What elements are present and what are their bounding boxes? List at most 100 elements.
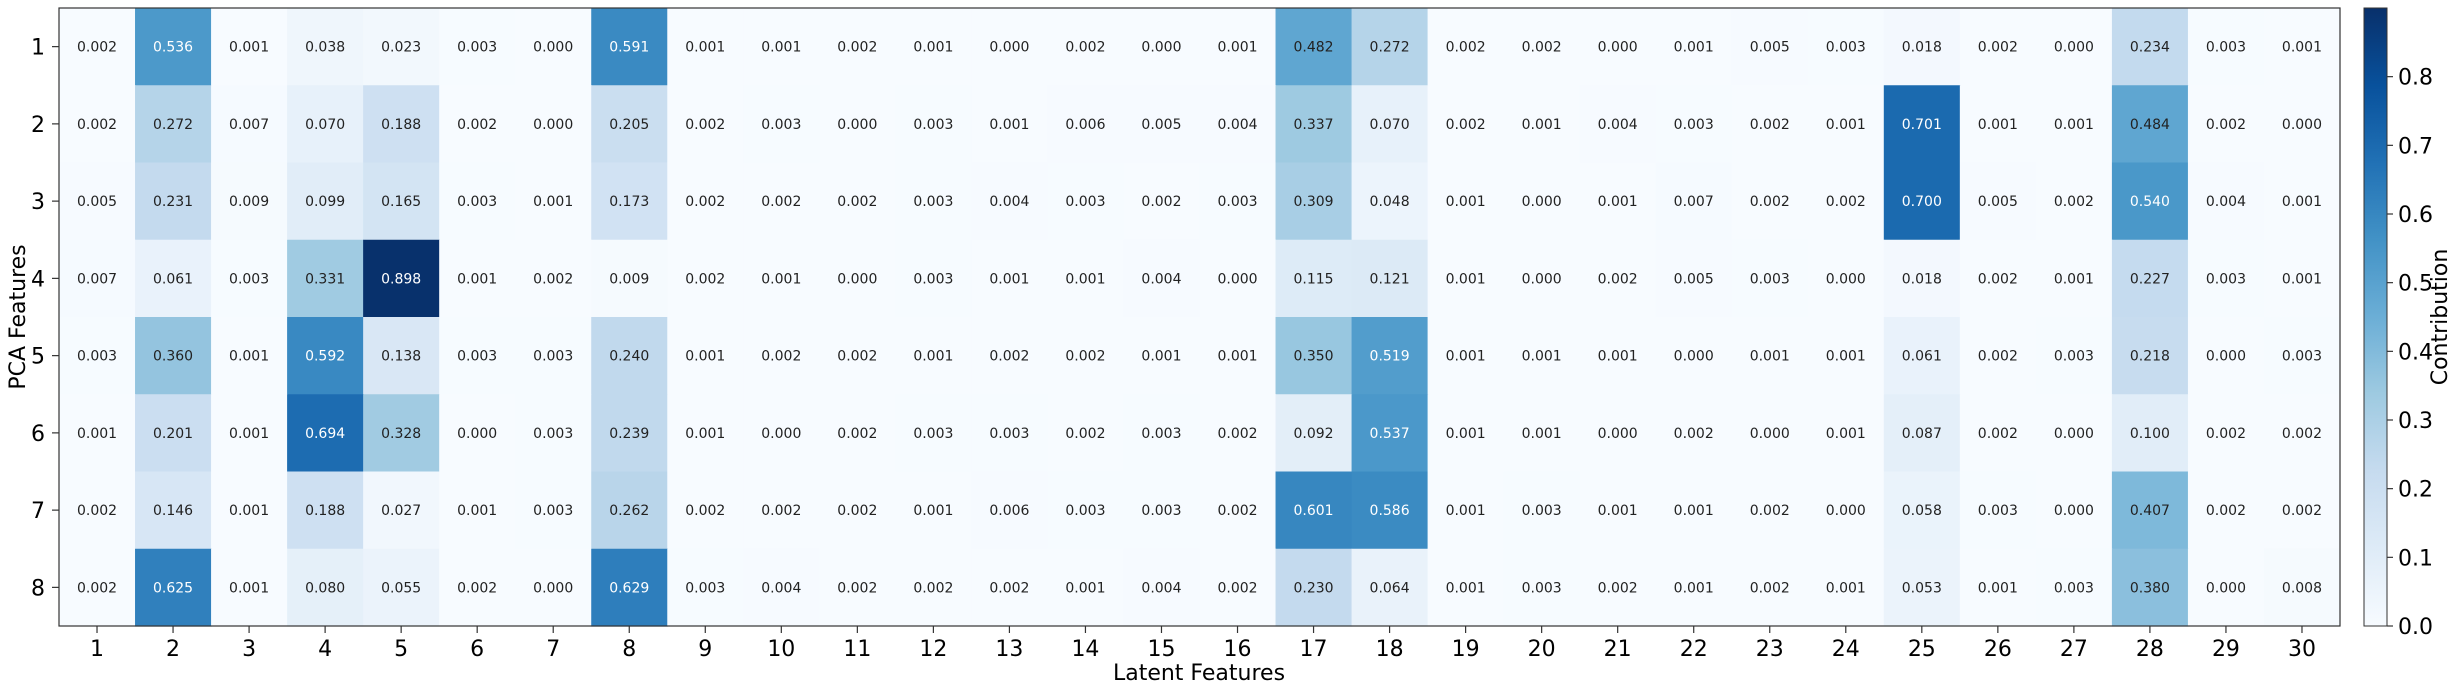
cell-value-label: 0.701: [1902, 117, 1942, 133]
heatmap-cell: [667, 317, 744, 395]
heatmap-cell: [1047, 8, 1125, 86]
cell-value-label: 0.061: [1902, 349, 1942, 365]
heatmap-cell: [1275, 162, 1353, 241]
x-tick-label: 15: [1147, 637, 1175, 662]
colorbar-label: Contribution: [2428, 249, 2453, 386]
heatmap-cell: [1579, 8, 1657, 86]
heatmap-cell: [1503, 471, 1581, 550]
cell-value-label: 0.003: [913, 194, 953, 210]
heatmap-cell: [1427, 239, 1505, 318]
heatmap-cell: [1047, 394, 1125, 473]
heatmap-cell: [1503, 394, 1581, 473]
heatmap-cell: [515, 394, 592, 473]
heatmap-cell: [2187, 471, 2265, 550]
cell-value-label: 0.000: [1598, 426, 1638, 442]
heatmap-cell: [971, 239, 1049, 318]
x-tick-label: 10: [767, 637, 795, 662]
heatmap-cell: [971, 394, 1049, 473]
heatmap-cell: [1427, 548, 1505, 627]
cell-value-label: 0.309: [1294, 194, 1334, 210]
cell-value-label: 0.407: [2130, 503, 2170, 519]
cell-value-label: 0.001: [1826, 580, 1866, 596]
cell-value-label: 0.002: [837, 194, 877, 210]
cell-value-label: 0.537: [1370, 426, 1410, 442]
cell-value-label: 0.002: [1217, 426, 1257, 442]
cell-value-label: 0.001: [533, 194, 573, 210]
heatmap-cell: [515, 85, 592, 164]
x-tick-label: 24: [1832, 637, 1860, 662]
cell-value-label: 0.007: [77, 271, 117, 287]
cell-value-label: 0.138: [381, 349, 421, 365]
x-tick-label: 20: [1528, 637, 1556, 662]
cell-value-label: 0.001: [1446, 349, 1486, 365]
heatmap-cell: [1275, 394, 1353, 473]
cell-value-label: 0.100: [2130, 426, 2170, 442]
cell-value-label: 0.001: [229, 580, 269, 596]
heatmap-cell: [2035, 85, 2113, 164]
heatmap-cell: [287, 162, 364, 241]
cell-value-label: 0.536: [153, 40, 193, 56]
cell-value-label: 0.625: [153, 580, 193, 596]
cell-value-label: 0.001: [1217, 40, 1257, 56]
heatmap-cell: [895, 471, 972, 550]
cell-value-label: 0.001: [1674, 580, 1714, 596]
heatmap-cell: [2111, 317, 2189, 395]
cell-value-label: 0.002: [1065, 349, 1105, 365]
cell-value-label: 0.002: [1065, 40, 1105, 56]
cell-value-label: 0.239: [609, 426, 649, 442]
cell-value-label: 0.227: [2130, 271, 2170, 287]
cell-value-label: 0.003: [533, 503, 573, 519]
heatmap-cell: [363, 317, 440, 395]
heatmap-cell: [287, 8, 364, 86]
heatmap-cell: [2035, 317, 2113, 395]
heatmap-cell: [1579, 394, 1657, 473]
cell-value-label: 0.188: [381, 117, 421, 133]
cell-value-label: 0.002: [1826, 194, 1866, 210]
cell-value-label: 0.002: [1978, 271, 2018, 287]
cell-value-label: 0.230: [1294, 580, 1334, 596]
heatmap-cell: [1731, 394, 1809, 473]
cell-value-label: 0.003: [1522, 503, 1562, 519]
x-axis-label: Latent Features: [1113, 661, 1285, 686]
heatmap-cell: [895, 317, 972, 395]
cell-value-label: 0.001: [229, 426, 269, 442]
heatmap-cell: [2035, 8, 2113, 86]
cell-value-label: 0.000: [533, 580, 573, 596]
cell-value-label: 0.328: [381, 426, 421, 442]
cell-value-label: 0.003: [2054, 580, 2094, 596]
heatmap-cell: [1883, 317, 1961, 395]
heatmap-cell: [743, 239, 820, 318]
cell-value-label: 0.002: [1065, 426, 1105, 442]
heatmap-cell: [1503, 8, 1581, 86]
cell-value-label: 0.240: [609, 349, 649, 365]
heatmap-cell: [2187, 85, 2265, 164]
y-tick-label: 6: [31, 422, 45, 447]
heatmap-cell: [1883, 85, 1961, 164]
cell-value-label: 0.001: [1978, 117, 2018, 133]
cell-value-label: 0.003: [1750, 271, 1790, 287]
cell-value-label: 0.115: [1294, 271, 1334, 287]
cell-value-label: 0.002: [2206, 426, 2246, 442]
cell-value-label: 0.001: [1598, 194, 1638, 210]
heatmap-cell: [2263, 162, 2341, 241]
cell-value-label: 0.007: [1674, 194, 1714, 210]
cell-value-label: 0.002: [77, 40, 117, 56]
cell-value-label: 0.001: [2282, 194, 2322, 210]
cell-value-label: 0.002: [989, 580, 1029, 596]
cell-value-label: 0.000: [1217, 271, 1257, 287]
heatmap-cell: [1731, 85, 1809, 164]
heatmap-cell: [59, 317, 136, 395]
heatmap-cell: [743, 85, 820, 164]
cell-value-label: 0.002: [1674, 426, 1714, 442]
heatmap-cell: [1199, 394, 1277, 473]
cell-value-label: 0.000: [761, 426, 801, 442]
heatmap-cell: [1883, 239, 1961, 318]
heatmap-cell: [211, 317, 288, 395]
heatmap-cell: [287, 239, 364, 318]
heatmap-cell: [1199, 85, 1277, 164]
cell-value-label: 0.001: [1598, 503, 1638, 519]
cell-value-label: 0.003: [457, 349, 497, 365]
cell-value-label: 0.002: [1522, 40, 1562, 56]
heatmap-cell: [1199, 317, 1277, 395]
cell-value-label: 0.087: [1902, 426, 1942, 442]
